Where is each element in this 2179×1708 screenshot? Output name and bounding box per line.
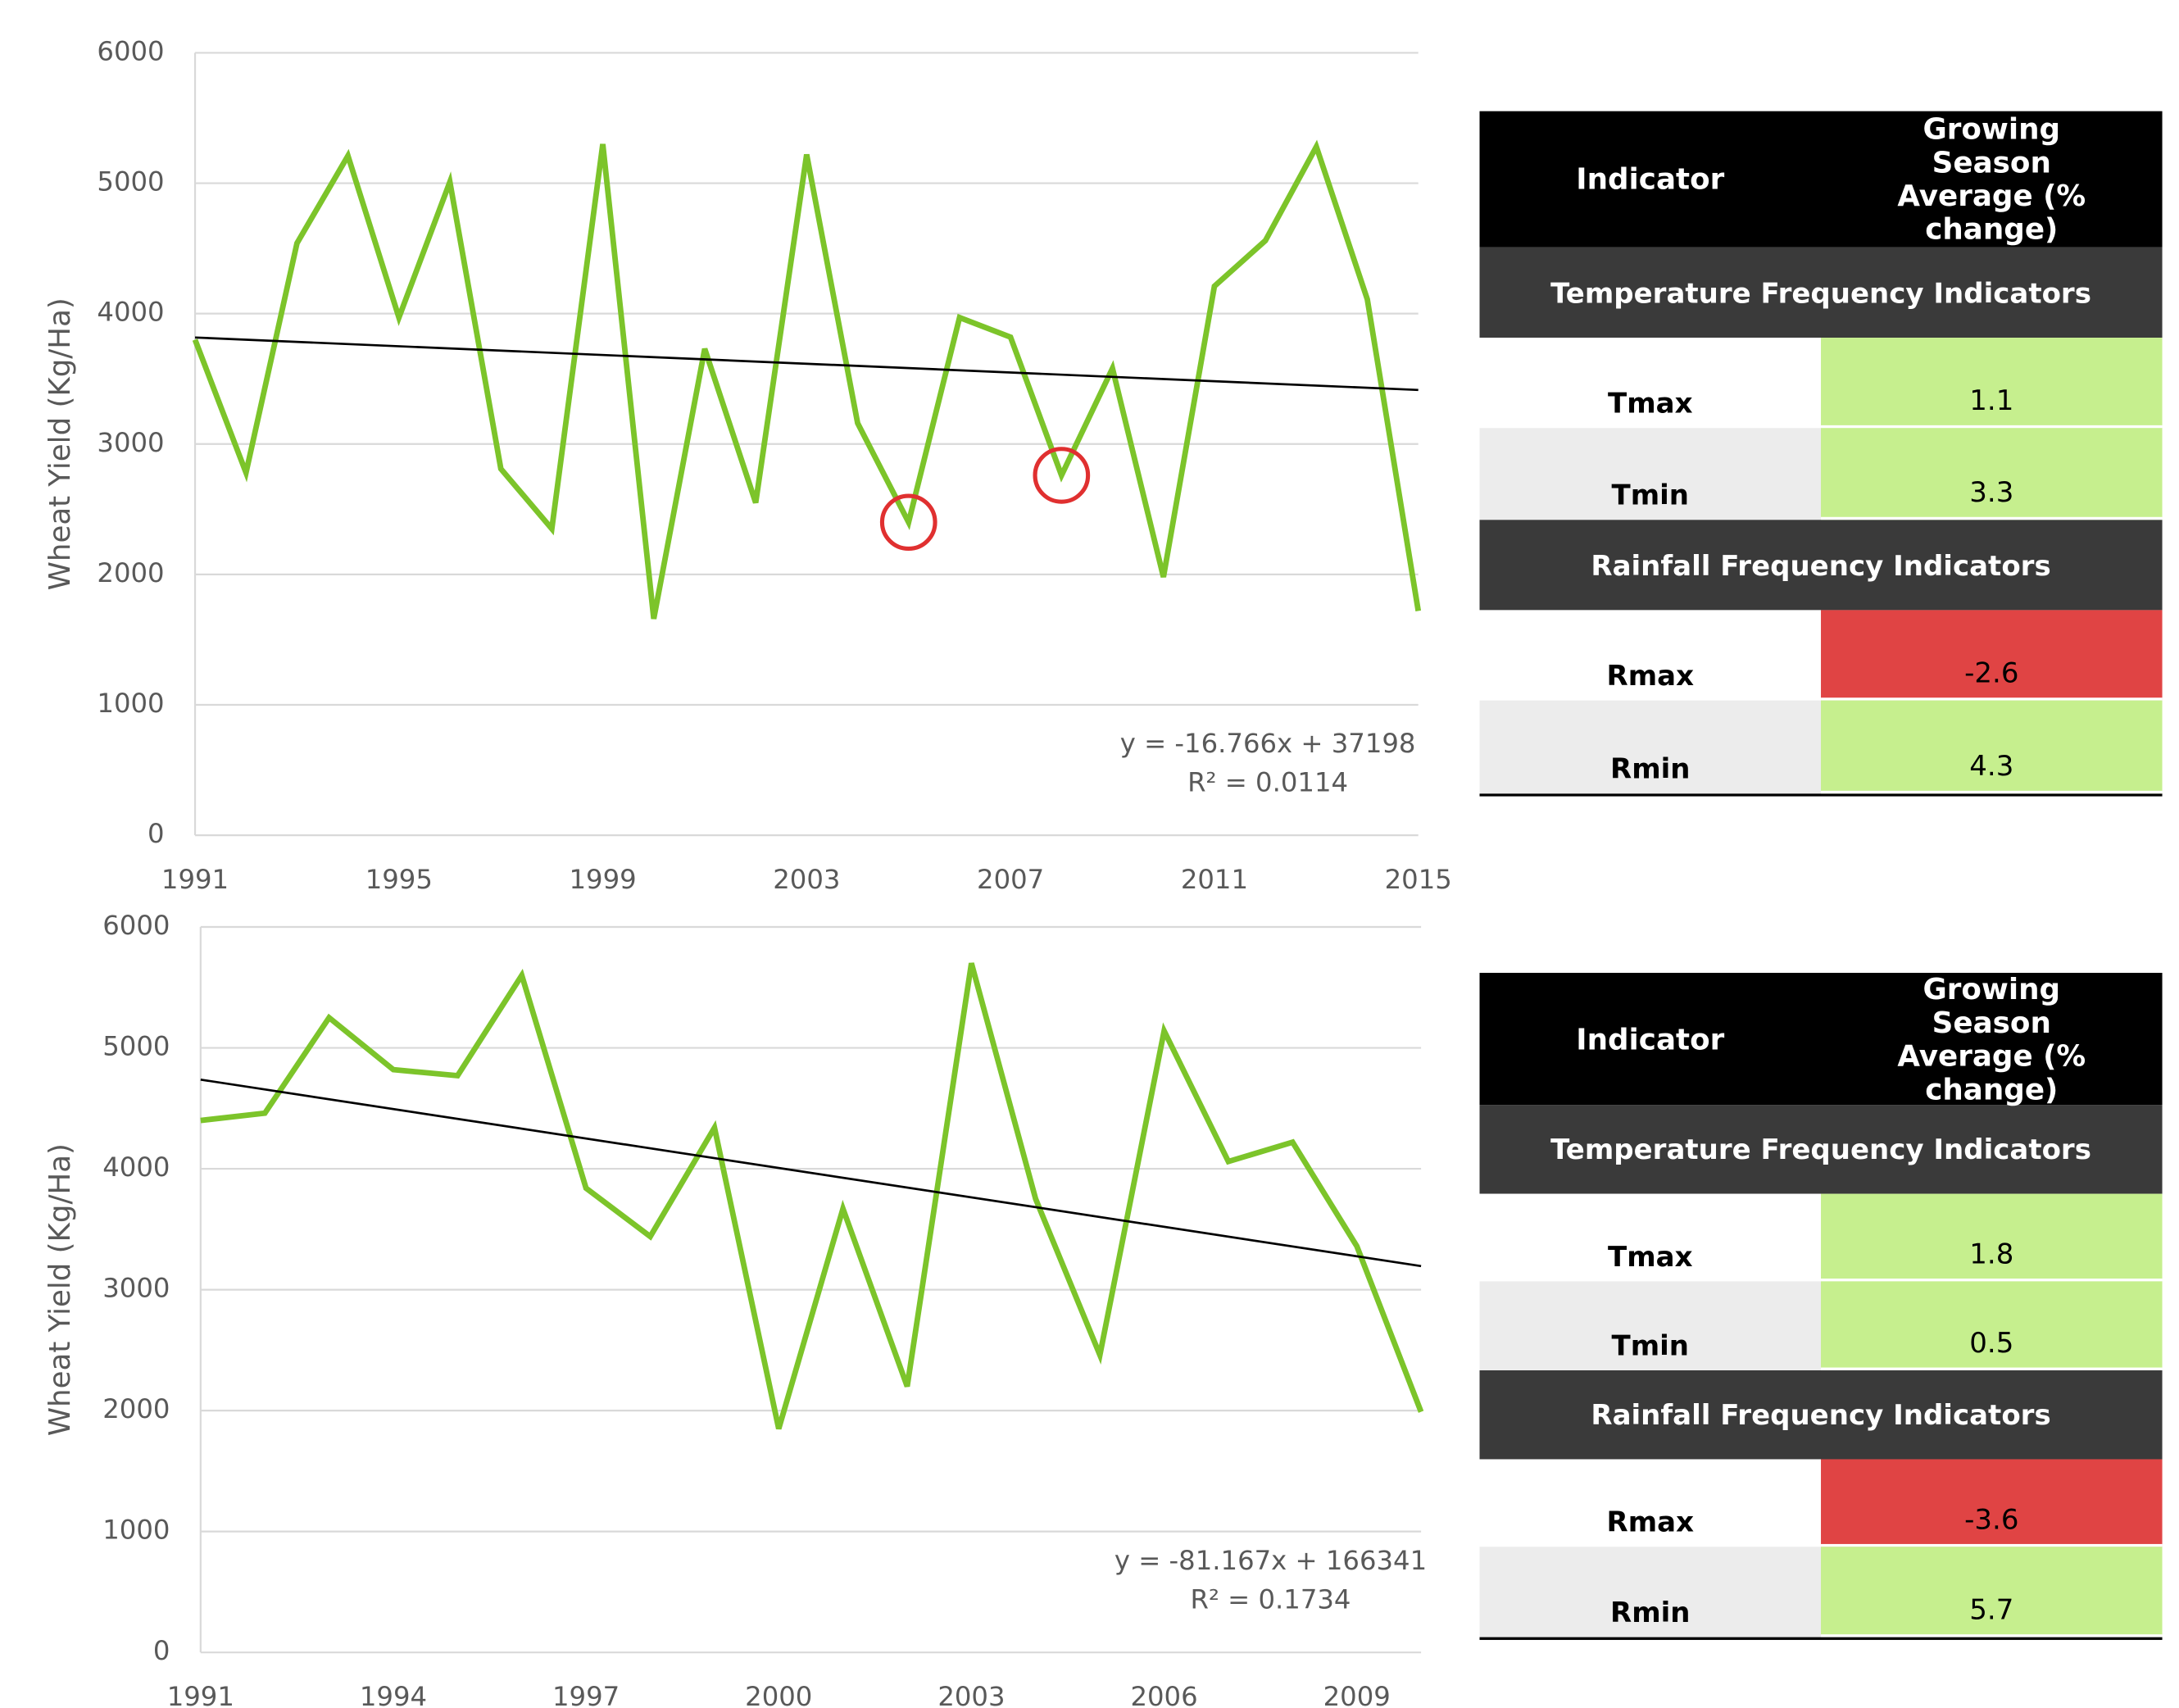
table-row: Tmax 1.8	[1479, 1193, 2163, 1282]
trend-equation: y = -81.167x + 166341	[1114, 1545, 1427, 1576]
table-row: Tmin 0.5	[1479, 1281, 2163, 1370]
indicator-cell: Tmin	[1479, 1281, 1822, 1370]
x-tick-label: 2006	[1130, 1681, 1197, 1708]
x-tick-label: 2003	[773, 864, 840, 895]
indicator-cell: Rmax	[1479, 1459, 1822, 1547]
trendline	[200, 1078, 1422, 1268]
value-cell: 1.1	[1821, 338, 2163, 429]
x-tick-label: 2007	[977, 864, 1044, 895]
table-header: Indicator Growing Season Average (% chang…	[1479, 972, 2163, 1106]
value-cell: 4.3	[1821, 700, 2163, 794]
table-row: Rmax -3.6	[1479, 1459, 2163, 1547]
value-cell: -3.6	[1821, 1459, 2163, 1547]
indicator-cell: Rmax	[1479, 610, 1822, 701]
table-row: Rmin 5.7	[1479, 1547, 2163, 1638]
x-tick-label: 2015	[1385, 864, 1452, 895]
header-cell: Indicator	[1576, 1022, 1725, 1056]
indicator-cell: Rmin	[1479, 1547, 1822, 1638]
y-tick-label: 0	[153, 1635, 170, 1666]
value-cell: 5.7	[1821, 1547, 2163, 1638]
x-tick-label: 1991	[161, 864, 229, 895]
data-line	[200, 962, 1424, 1430]
x-tick-label: 1999	[569, 864, 636, 895]
y-tick-label: 6000	[97, 35, 164, 66]
indicator-table: Indicator Growing Season Average (% chang…	[1479, 972, 2163, 1640]
trendline	[194, 336, 1419, 392]
highlight-circle	[1033, 447, 1091, 504]
table-row: Tmin 3.3	[1479, 428, 2163, 520]
indicator-cell: Rmin	[1479, 700, 1822, 794]
section-title: Temperature Frequency Indicators	[1479, 247, 2163, 338]
table-header: Indicator Growing Season Average (% chang…	[1479, 111, 2163, 248]
y-tick-label: 4000	[102, 1152, 170, 1183]
y-axis-title: Wheat Yield (Kg/Ha)	[43, 1143, 77, 1436]
y-tick-label: 2000	[97, 557, 164, 588]
value-cell: 3.3	[1821, 428, 2163, 520]
highlight-circle	[879, 493, 937, 552]
value-cell: -2.6	[1821, 610, 2163, 701]
y-tick-label: 6000	[102, 910, 170, 941]
table-row: Rmax -2.6	[1479, 610, 2163, 701]
table-row: Rmin 4.3	[1479, 700, 2163, 794]
indicator-cell: Tmax	[1479, 338, 1822, 429]
y-tick-label: 1000	[97, 688, 164, 719]
section-title: Rainfall Frequency Indicators	[1479, 1370, 2163, 1460]
y-tick-label: 3000	[97, 427, 164, 458]
trend-equation: y = -16.766x + 37198	[1120, 728, 1416, 759]
header-cell: Growing Season Average (% change)	[1897, 972, 2086, 1106]
x-tick-label: 1994	[360, 1681, 427, 1708]
table-row: Tmax 1.1	[1479, 338, 2163, 429]
indicator-cell: Tmax	[1479, 1193, 1822, 1282]
y-tick-label: 1000	[102, 1515, 170, 1546]
x-tick-label: 1995	[365, 864, 433, 895]
value-cell: 0.5	[1821, 1281, 2163, 1370]
y-tick-label: 5000	[97, 166, 164, 198]
trend-r-squared: R² = 0.0114	[1187, 766, 1348, 797]
y-axis-title: Wheat Yield (Kg/Ha)	[43, 298, 77, 590]
y-tick-label: 3000	[102, 1273, 170, 1304]
y-tick-label: 5000	[102, 1031, 170, 1062]
header-cell: Growing Season Average (% change)	[1897, 112, 2086, 247]
x-tick-label: 1991	[167, 1681, 234, 1708]
indicator-cell: Tmin	[1479, 428, 1822, 520]
indicator-table: Indicator Growing Season Average (% chang…	[1479, 111, 2163, 797]
x-tick-label: 2000	[745, 1681, 812, 1708]
x-tick-label: 1997	[552, 1681, 620, 1708]
y-tick-label: 4000	[97, 297, 164, 328]
value-cell: 1.8	[1821, 1193, 2163, 1282]
section-title: Temperature Frequency Indicators	[1479, 1105, 2163, 1194]
y-tick-label: 0	[148, 818, 165, 849]
section-title: Rainfall Frequency Indicators	[1479, 520, 2163, 611]
y-tick-label: 2000	[102, 1393, 170, 1424]
x-tick-label: 2003	[937, 1681, 1005, 1708]
x-tick-label: 2009	[1323, 1681, 1391, 1708]
data-line	[192, 139, 1422, 620]
x-tick-label: 2011	[1181, 864, 1248, 895]
trend-r-squared: R² = 0.1734	[1191, 1583, 1351, 1615]
header-cell: Indicator	[1576, 162, 1725, 197]
